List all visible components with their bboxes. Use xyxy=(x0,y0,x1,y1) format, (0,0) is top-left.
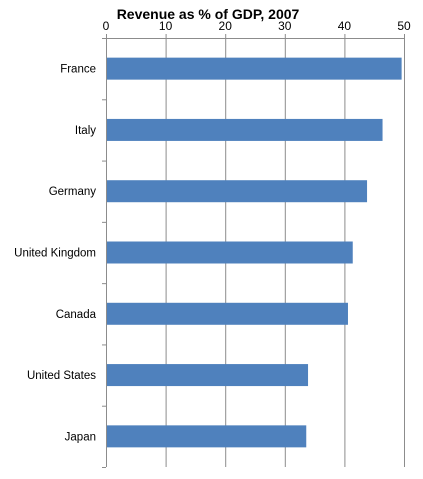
bar xyxy=(107,180,368,203)
category-label: Germany xyxy=(49,186,97,198)
bar xyxy=(107,302,348,325)
bar xyxy=(107,425,307,448)
x-tick-label: 30 xyxy=(278,19,292,33)
x-tick-label: 50 xyxy=(397,19,411,33)
axes xyxy=(102,34,405,468)
chart-title: Revenue as % of GDP, 2007 xyxy=(117,6,300,22)
x-tick-label: 20 xyxy=(219,19,233,33)
bar xyxy=(107,118,383,141)
category-label: France xyxy=(60,64,96,76)
bar xyxy=(107,241,353,264)
bar xyxy=(107,57,402,80)
bars xyxy=(107,57,402,448)
bar xyxy=(107,364,309,387)
labels: 0 10 20 30 40 50 France Italy Germany United King… xyxy=(14,19,411,443)
category-label: Italy xyxy=(75,125,96,137)
category-label: Japan xyxy=(65,431,96,443)
x-tick-label: 0 xyxy=(103,19,110,33)
category-label: Canada xyxy=(56,309,97,321)
x-tick-label: 40 xyxy=(338,19,352,33)
x-tick-label: 10 xyxy=(159,19,173,33)
category-label: United States xyxy=(27,370,96,382)
category-label: United Kingdom xyxy=(14,248,96,260)
